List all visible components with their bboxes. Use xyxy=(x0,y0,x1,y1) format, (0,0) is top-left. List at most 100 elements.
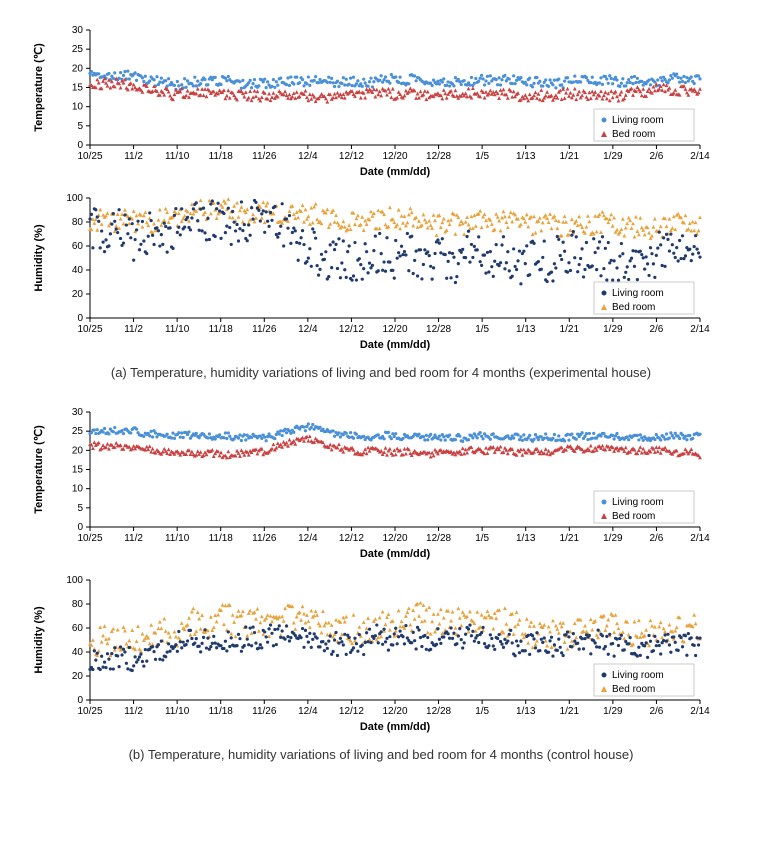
svg-text:11/10: 11/10 xyxy=(165,533,190,544)
svg-text:25: 25 xyxy=(72,44,84,55)
svg-text:12/20: 12/20 xyxy=(382,324,407,335)
svg-text:25: 25 xyxy=(72,426,84,437)
svg-text:2/14: 2/14 xyxy=(690,533,710,544)
svg-text:0: 0 xyxy=(77,140,83,151)
svg-text:1/5: 1/5 xyxy=(475,533,489,544)
svg-text:11/10: 11/10 xyxy=(165,324,190,335)
chart-b-temp: 05101520253010/2511/211/1011/1811/2612/4… xyxy=(20,402,742,562)
svg-text:15: 15 xyxy=(72,465,84,476)
chart-a-hum: 02040608010010/2511/211/1011/1811/2612/4… xyxy=(20,188,742,353)
svg-text:1/21: 1/21 xyxy=(560,151,580,162)
svg-text:12/4: 12/4 xyxy=(298,706,318,717)
svg-text:Date (mm/dd): Date (mm/dd) xyxy=(360,721,431,733)
svg-text:80: 80 xyxy=(72,599,84,610)
svg-text:0: 0 xyxy=(77,313,83,324)
svg-text:1/29: 1/29 xyxy=(603,533,623,544)
svg-text:5: 5 xyxy=(77,503,83,514)
svg-text:Living room: Living room xyxy=(612,115,664,126)
svg-text:1/5: 1/5 xyxy=(475,151,489,162)
svg-text:11/10: 11/10 xyxy=(165,151,190,162)
svg-text:12/12: 12/12 xyxy=(339,324,364,335)
caption-b: (b) Temperature, humidity variations of … xyxy=(20,747,742,762)
svg-text:12/28: 12/28 xyxy=(426,151,451,162)
svg-text:1/21: 1/21 xyxy=(560,533,580,544)
svg-text:30: 30 xyxy=(72,407,84,418)
svg-text:2/6: 2/6 xyxy=(649,324,663,335)
svg-text:1/29: 1/29 xyxy=(603,706,623,717)
svg-text:12/12: 12/12 xyxy=(339,151,364,162)
svg-text:1/5: 1/5 xyxy=(475,324,489,335)
svg-text:Temperature (℃): Temperature (℃) xyxy=(33,425,45,514)
svg-text:Temperature (℃): Temperature (℃) xyxy=(33,43,45,132)
svg-text:Living room: Living room xyxy=(612,288,664,299)
svg-text:12/12: 12/12 xyxy=(339,533,364,544)
svg-text:11/26: 11/26 xyxy=(252,706,277,717)
svg-text:Bed room: Bed room xyxy=(612,511,655,522)
svg-text:10: 10 xyxy=(72,484,84,495)
chart-a-temp: 05101520253010/2511/211/1011/1811/2612/4… xyxy=(20,20,742,180)
svg-text:15: 15 xyxy=(72,83,84,94)
svg-text:2/6: 2/6 xyxy=(649,533,663,544)
svg-text:12/4: 12/4 xyxy=(298,533,318,544)
svg-text:12/20: 12/20 xyxy=(382,706,407,717)
svg-text:20: 20 xyxy=(72,445,84,456)
svg-text:12/28: 12/28 xyxy=(426,533,451,544)
svg-text:40: 40 xyxy=(72,647,84,658)
svg-text:Bed room: Bed room xyxy=(612,684,655,695)
svg-text:Humidity (%): Humidity (%) xyxy=(33,606,45,674)
svg-text:11/26: 11/26 xyxy=(252,533,277,544)
svg-text:1/13: 1/13 xyxy=(516,151,536,162)
svg-text:11/18: 11/18 xyxy=(209,533,234,544)
svg-text:2/6: 2/6 xyxy=(649,706,663,717)
svg-text:Bed room: Bed room xyxy=(612,129,655,140)
svg-text:11/2: 11/2 xyxy=(124,706,143,717)
svg-text:11/10: 11/10 xyxy=(165,706,190,717)
svg-text:10/25: 10/25 xyxy=(77,151,102,162)
svg-text:100: 100 xyxy=(66,575,83,586)
svg-text:Humidity (%): Humidity (%) xyxy=(33,224,45,292)
svg-text:20: 20 xyxy=(72,671,84,682)
svg-text:11/2: 11/2 xyxy=(124,324,143,335)
svg-text:11/18: 11/18 xyxy=(209,706,234,717)
svg-text:11/18: 11/18 xyxy=(209,324,234,335)
svg-text:11/18: 11/18 xyxy=(209,151,234,162)
svg-text:12/28: 12/28 xyxy=(426,706,451,717)
svg-text:12/20: 12/20 xyxy=(382,151,407,162)
chart-svg-a-temp: 05101520253010/2511/211/1011/1811/2612/4… xyxy=(20,20,720,180)
svg-text:Living room: Living room xyxy=(612,670,664,681)
svg-text:2/14: 2/14 xyxy=(690,151,710,162)
svg-text:Living room: Living room xyxy=(612,497,664,508)
svg-text:11/2: 11/2 xyxy=(124,151,143,162)
svg-text:0: 0 xyxy=(77,522,83,533)
chart-svg-a-hum: 02040608010010/2511/211/1011/1811/2612/4… xyxy=(20,188,720,353)
svg-text:10/25: 10/25 xyxy=(77,533,102,544)
svg-text:2/14: 2/14 xyxy=(690,706,710,717)
svg-text:10/25: 10/25 xyxy=(77,706,102,717)
svg-text:Date (mm/dd): Date (mm/dd) xyxy=(360,166,431,178)
svg-text:60: 60 xyxy=(72,241,84,252)
svg-text:1/13: 1/13 xyxy=(516,706,536,717)
svg-text:80: 80 xyxy=(72,217,84,228)
svg-text:10/25: 10/25 xyxy=(77,324,102,335)
svg-text:Bed room: Bed room xyxy=(612,302,655,313)
svg-text:12/12: 12/12 xyxy=(339,706,364,717)
svg-text:2/6: 2/6 xyxy=(649,151,663,162)
svg-text:100: 100 xyxy=(66,193,83,204)
svg-text:12/20: 12/20 xyxy=(382,533,407,544)
svg-text:Date (mm/dd): Date (mm/dd) xyxy=(360,548,431,560)
svg-text:30: 30 xyxy=(72,25,84,36)
svg-text:12/4: 12/4 xyxy=(298,151,318,162)
svg-text:11/26: 11/26 xyxy=(252,324,277,335)
caption-a: (a) Temperature, humidity variations of … xyxy=(20,365,742,380)
chart-svg-b-temp: 05101520253010/2511/211/1011/1811/2612/4… xyxy=(20,402,720,562)
svg-text:Date (mm/dd): Date (mm/dd) xyxy=(360,339,431,351)
chart-b-hum: 02040608010010/2511/211/1011/1811/2612/4… xyxy=(20,570,742,735)
svg-text:0: 0 xyxy=(77,695,83,706)
chart-svg-b-hum: 02040608010010/2511/211/1011/1811/2612/4… xyxy=(20,570,720,735)
svg-text:12/28: 12/28 xyxy=(426,324,451,335)
svg-text:1/29: 1/29 xyxy=(603,324,623,335)
svg-text:12/4: 12/4 xyxy=(298,324,318,335)
svg-text:40: 40 xyxy=(72,265,84,276)
svg-text:20: 20 xyxy=(72,63,84,74)
svg-text:5: 5 xyxy=(77,121,83,132)
